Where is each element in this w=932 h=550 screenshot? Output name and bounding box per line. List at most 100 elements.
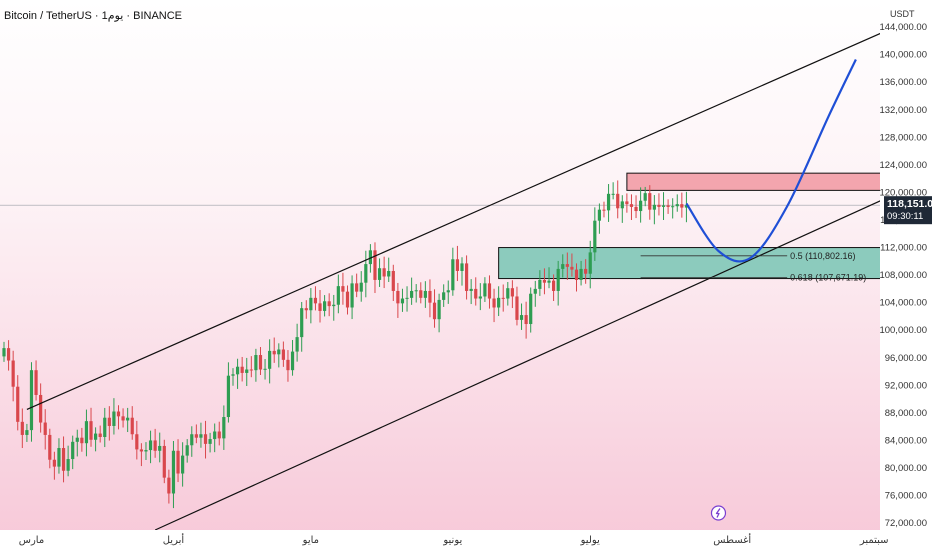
candle-body [135, 434, 139, 450]
candle-body [2, 348, 6, 357]
price-tick-label: 120,000.00 [879, 187, 927, 198]
candle-body [245, 369, 249, 373]
price-tick-label: 128,000.00 [879, 132, 927, 143]
candle-body [231, 374, 235, 376]
candle-body [419, 290, 423, 298]
time-tick-label: مايو [302, 535, 319, 546]
candle-body [57, 448, 61, 467]
candle-body [235, 366, 240, 375]
candle-body [130, 417, 134, 435]
candle-body [368, 250, 372, 265]
price-unit-label: USDT [890, 9, 915, 19]
candle-body [25, 430, 29, 435]
candle-body [469, 288, 473, 291]
price-axis[interactable] [880, 0, 932, 530]
candle-body [258, 355, 263, 370]
time-tick-label: مارس [19, 535, 44, 546]
candle-body [657, 204, 661, 207]
price-tick-label: 84,000.00 [885, 435, 927, 446]
candle-body [190, 434, 194, 446]
candle-body [327, 301, 331, 307]
candle-body [139, 449, 143, 452]
symbol-name: Bitcoin / TetherUS [4, 10, 92, 22]
candle-body [20, 421, 24, 435]
candle-body [185, 445, 189, 456]
candle-body [515, 296, 519, 320]
candle-body [639, 200, 643, 212]
candle-body [34, 370, 38, 395]
candle-body [162, 445, 166, 478]
candle-body [98, 433, 102, 437]
candle-body [222, 417, 226, 439]
candle-body [400, 298, 405, 304]
candle-body [396, 290, 400, 304]
candle-body [61, 448, 66, 471]
candle-body [11, 360, 15, 387]
candle-body [652, 204, 656, 210]
candle-body [501, 297, 505, 299]
channel-lower-line[interactable] [154, 176, 932, 531]
candle-body [377, 268, 382, 280]
candle-body [318, 303, 322, 311]
price-tick-label: 72,000.00 [885, 518, 927, 529]
candle-body [519, 315, 524, 320]
candle-body [43, 422, 47, 435]
candle-body [144, 450, 148, 452]
candle-body [213, 431, 217, 440]
candle-body [286, 359, 290, 371]
candle-body [410, 290, 414, 298]
candle-body [684, 205, 689, 208]
price-tick-label: 144,000.00 [879, 22, 927, 33]
candle-body [455, 259, 460, 271]
candle-body [336, 286, 340, 305]
candle-body [304, 308, 308, 311]
candle-body [263, 368, 267, 370]
interval-label: 1يوم [102, 10, 124, 22]
candle-body [492, 298, 496, 308]
candle-body [584, 268, 588, 274]
candle-body [483, 283, 487, 297]
exchange-name: BINANCE [133, 10, 182, 22]
candle-body [382, 268, 386, 277]
candle-body [666, 205, 670, 207]
time-tick-label: يوليو [580, 535, 600, 546]
candle-body [281, 349, 285, 360]
candle-body [675, 204, 679, 207]
candle-body [240, 366, 244, 373]
candle-body [80, 437, 84, 444]
candle-body [588, 252, 592, 274]
time-tick-label: يونيو [442, 535, 462, 546]
candle-body [94, 433, 98, 440]
candle-body [538, 279, 542, 289]
candle-body [533, 288, 537, 294]
candle-body [295, 337, 299, 352]
resistance-zone[interactable] [626, 172, 932, 191]
candle-body [597, 209, 601, 221]
candle-body [277, 349, 281, 355]
candle-body [341, 286, 345, 292]
price-tick-label: 92,000.00 [885, 380, 927, 391]
price-tick-label: 140,000.00 [879, 50, 927, 61]
chart-header: Bitcoin / TetherUS · 1يوم · BINANCE [4, 10, 182, 22]
candle-body [158, 445, 162, 451]
support-zone[interactable] [498, 247, 932, 280]
candle-body [574, 269, 579, 280]
channel-upper-line[interactable] [26, 9, 932, 410]
candle-body [428, 290, 432, 303]
candle-body [625, 201, 629, 205]
candle-body [148, 440, 153, 451]
candle-body [48, 434, 52, 460]
projection-curve[interactable] [685, 59, 857, 263]
current-price-badge: 118,151.02 09:30:11 [884, 196, 932, 225]
candle-body [126, 417, 130, 421]
candle-body [620, 201, 624, 209]
price-tick-label: 88,000.00 [885, 408, 927, 419]
countdown-timer: 09:30:11 [887, 211, 923, 222]
price-tick-label: 108,000.00 [879, 270, 927, 281]
candle-body [565, 264, 569, 267]
lightning-icon[interactable] [710, 505, 727, 521]
candle-body [217, 431, 221, 439]
time-axis[interactable] [0, 530, 932, 550]
price-tick-label: 100,000.00 [879, 325, 927, 336]
